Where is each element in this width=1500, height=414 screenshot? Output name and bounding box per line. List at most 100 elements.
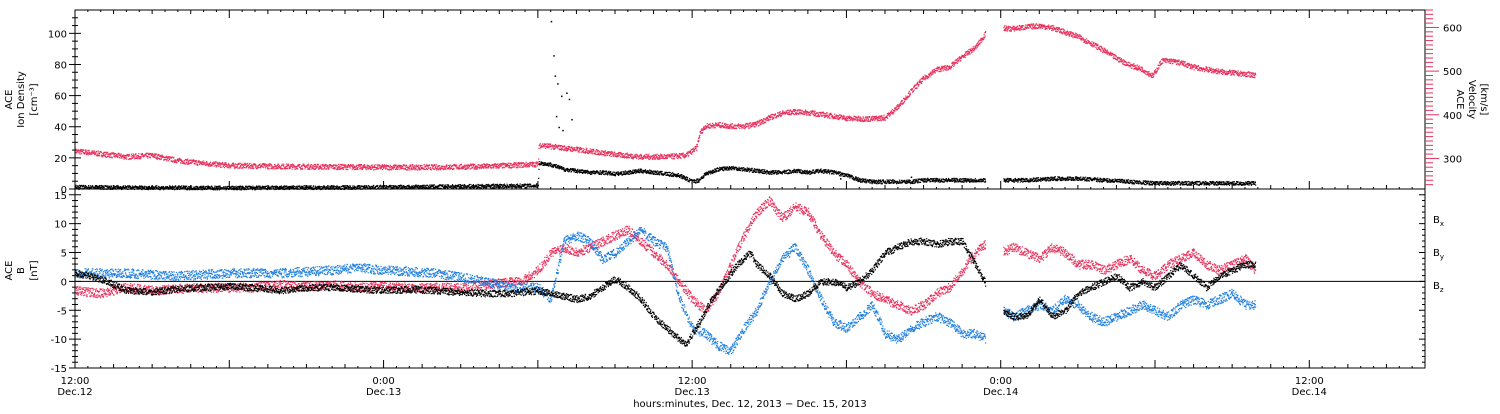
velocity-series-point [670,156,671,157]
velocity-series-point [760,124,761,125]
velocity-series-point [781,115,782,116]
velocity-series-point [662,157,663,158]
velocity-series-point [182,161,183,162]
velocity-series-point [1075,35,1076,36]
velocity-series-point [889,115,890,116]
velocity-series-point [377,165,378,166]
velocity-series-point [937,70,938,71]
velocity-series-point [1157,68,1158,69]
velocity-series-point [251,168,252,169]
velocity-series-point [626,157,627,158]
velocity-series-point [1073,33,1074,34]
velocity-series-point [820,114,821,115]
velocity-series-point [191,163,192,164]
velocity-series-point [545,146,546,147]
velocity-series-point [76,151,77,152]
velocity-series-point [355,167,356,168]
velocity-series-point [1160,65,1161,66]
velocity-series-point [322,169,323,170]
velocity-series-point [1064,33,1065,34]
velocity-series-point [277,165,278,166]
velocity-series-point [137,157,138,158]
velocity-series-point [188,162,189,163]
velocity-series-point [283,165,284,166]
velocity-series-point [471,165,472,166]
velocity-series-point [518,165,519,166]
velocity-series-point [1072,37,1073,38]
velocity-series-point [872,116,873,117]
velocity-series-point [1046,28,1047,29]
velocity-series-point [1148,71,1149,72]
velocity-series-point [804,114,805,115]
velocity-series-point [185,163,186,164]
velocity-series-point [881,117,882,118]
velocity-series-point [980,39,981,40]
velocity-series-point [373,169,374,170]
velocity-series-point [251,166,252,167]
velocity-series-point [320,166,321,167]
velocity-series-point [896,109,897,110]
velocity-series-point [270,168,271,169]
velocity-series-point [263,167,264,168]
velocity-series-point [1211,71,1212,72]
velocity-series-point [528,165,529,166]
velocity-series-point [883,117,884,118]
velocity-series-point [1063,29,1064,30]
velocity-series-point [690,152,691,153]
velocity-series-point [358,166,359,167]
velocity-series-point [514,162,515,163]
velocity-series-point [621,156,622,157]
velocity-series-point [946,68,947,69]
velocity-series-point [854,116,855,117]
velocity-series-point [249,163,250,164]
velocity-series-point [848,120,849,121]
velocity-series-point [652,159,653,160]
velocity-series-point [445,168,446,169]
velocity-series-point [433,169,434,170]
velocity-series-point [871,118,872,119]
velocity-series-point [857,117,858,118]
velocity-series-point [941,70,942,71]
velocity-series-point [97,153,98,154]
velocity-series-point [1227,74,1228,75]
velocity-series-point [900,105,901,106]
velocity-series-point [425,169,426,170]
velocity-series-point [698,140,699,141]
velocity-series-point [887,118,888,119]
velocity-series-point [434,168,435,169]
velocity-series-point [1174,59,1175,60]
velocity-series-point [496,165,497,166]
velocity-series-point [206,161,207,162]
velocity-series-point [946,70,947,71]
velocity-series-point [1007,30,1008,31]
velocity-series-point [794,114,795,115]
legend-Bx: Bx [1433,215,1444,228]
velocity-series-point [1089,41,1090,42]
velocity-series-point [1153,76,1154,77]
velocity-series-point [956,60,957,61]
velocity-series-point [315,169,316,170]
velocity-series-point [1040,24,1041,25]
velocity-series-point [424,169,425,170]
velocity-series-point [147,157,148,158]
velocity-series-point [813,114,814,115]
velocity-series-point [493,167,494,168]
density-tick-label: 80 [54,60,67,71]
velocity-series-point [324,168,325,169]
velocity-series-point [931,72,932,73]
velocity-series-point [938,69,939,70]
velocity-series-point [354,167,355,168]
velocity-series-point [734,128,735,129]
velocity-series-point [225,162,226,163]
velocity-series-point [1117,59,1118,60]
velocity-series-point [604,153,605,154]
velocity-series-point [611,156,612,157]
velocity-series-point [410,166,411,167]
velocity-series-point [865,120,866,121]
velocity-series-point [1207,69,1208,70]
velocity-series-point [1111,55,1112,56]
velocity-series-point [931,74,932,75]
velocity-series-point [847,118,848,119]
velocity-series-point [326,164,327,165]
velocity-series-point [505,164,506,165]
